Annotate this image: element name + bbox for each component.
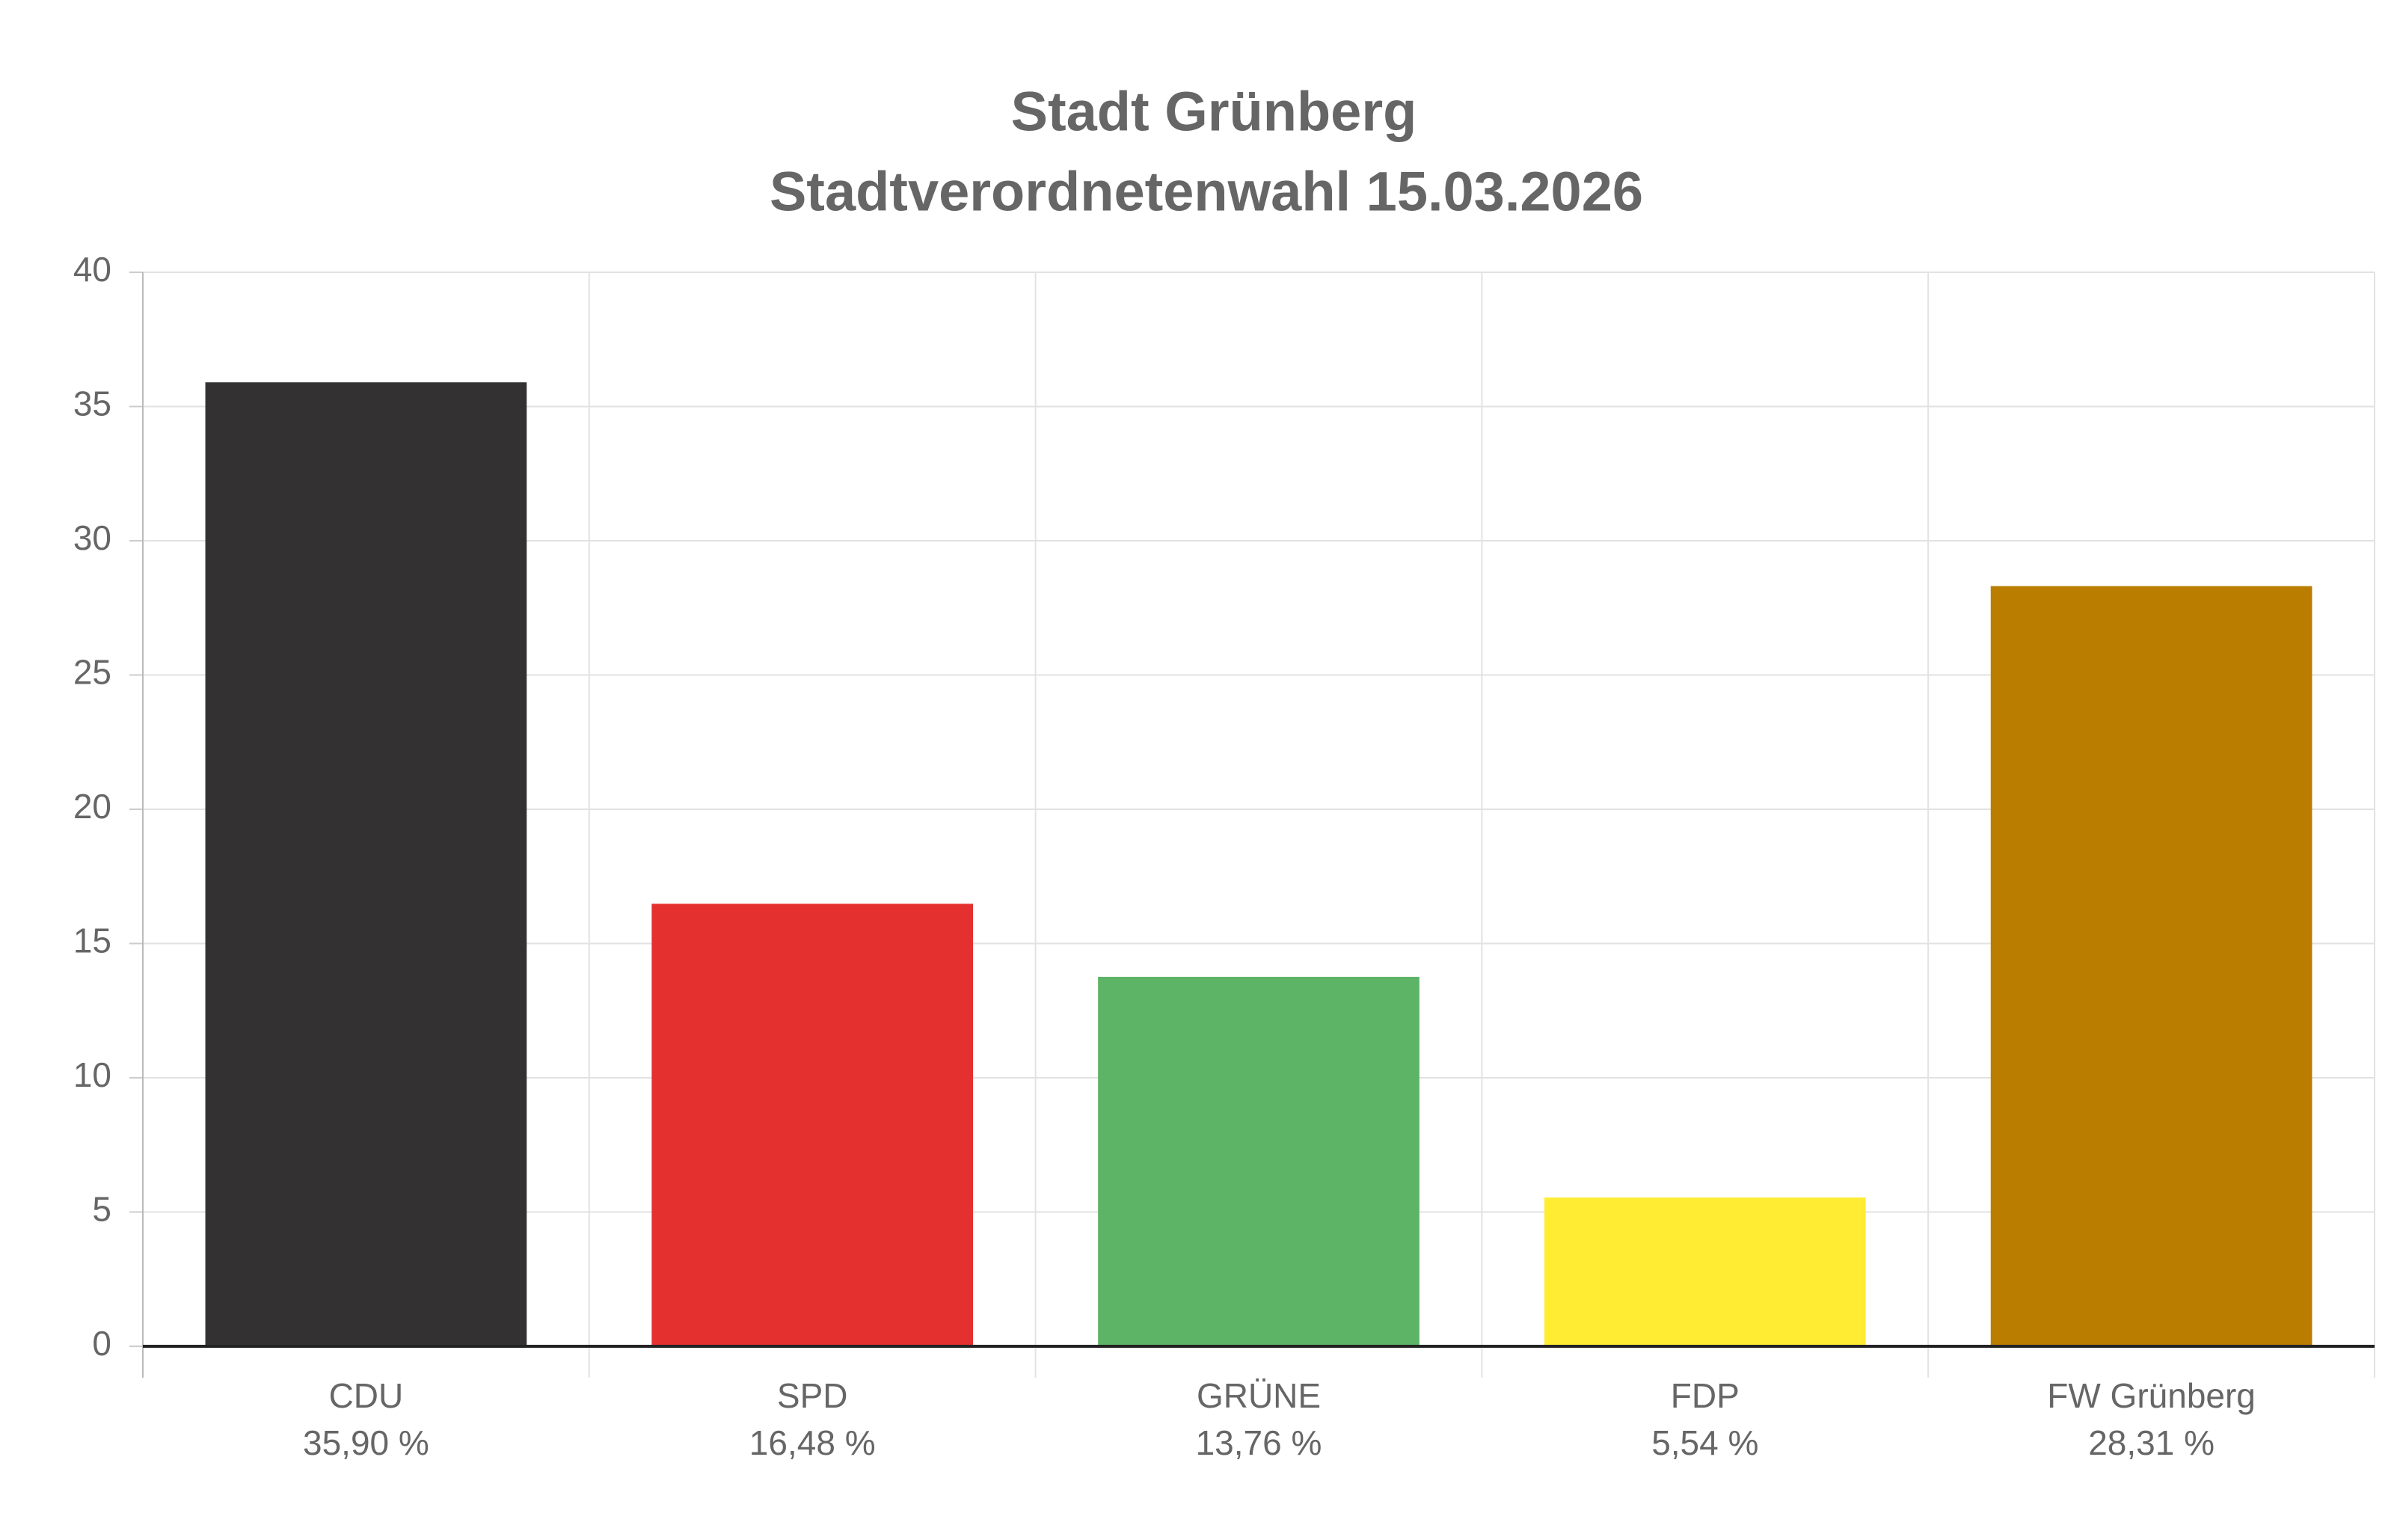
value-label: 5,54 %	[1651, 1423, 1758, 1462]
bar	[651, 904, 974, 1346]
chart-subtitle: Stadtverordnetenwahl 15.03.2026	[770, 161, 1643, 223]
chart-title: Stadt Grünberg	[1011, 81, 1417, 143]
x-tick-label: CDU	[329, 1376, 404, 1415]
x-tick-label: FDP	[1671, 1376, 1740, 1415]
y-tick-label: 40	[73, 250, 111, 289]
y-tick-label: 35	[73, 384, 111, 423]
y-tick-label: 30	[73, 518, 111, 557]
y-tick-label: 0	[92, 1324, 111, 1363]
y-tick-label: 15	[73, 921, 111, 960]
bar	[1990, 586, 2312, 1346]
y-tick-label: 5	[92, 1190, 111, 1229]
bar	[205, 382, 527, 1347]
x-tick-label: FW Grünberg	[2047, 1376, 2256, 1415]
bar	[1098, 977, 1420, 1346]
y-tick-label: 20	[73, 787, 111, 826]
value-label: 13,76 %	[1196, 1423, 1322, 1462]
x-tick-label: GRÜNE	[1197, 1376, 1321, 1415]
value-label: 28,31 %	[2088, 1423, 2215, 1462]
value-label: 16,48 %	[749, 1423, 876, 1462]
x-tick-label: SPD	[777, 1376, 848, 1415]
bar	[1544, 1197, 1866, 1346]
y-tick-label: 10	[73, 1055, 111, 1094]
y-tick-label: 25	[73, 653, 111, 692]
value-label: 35,90 %	[303, 1423, 429, 1462]
